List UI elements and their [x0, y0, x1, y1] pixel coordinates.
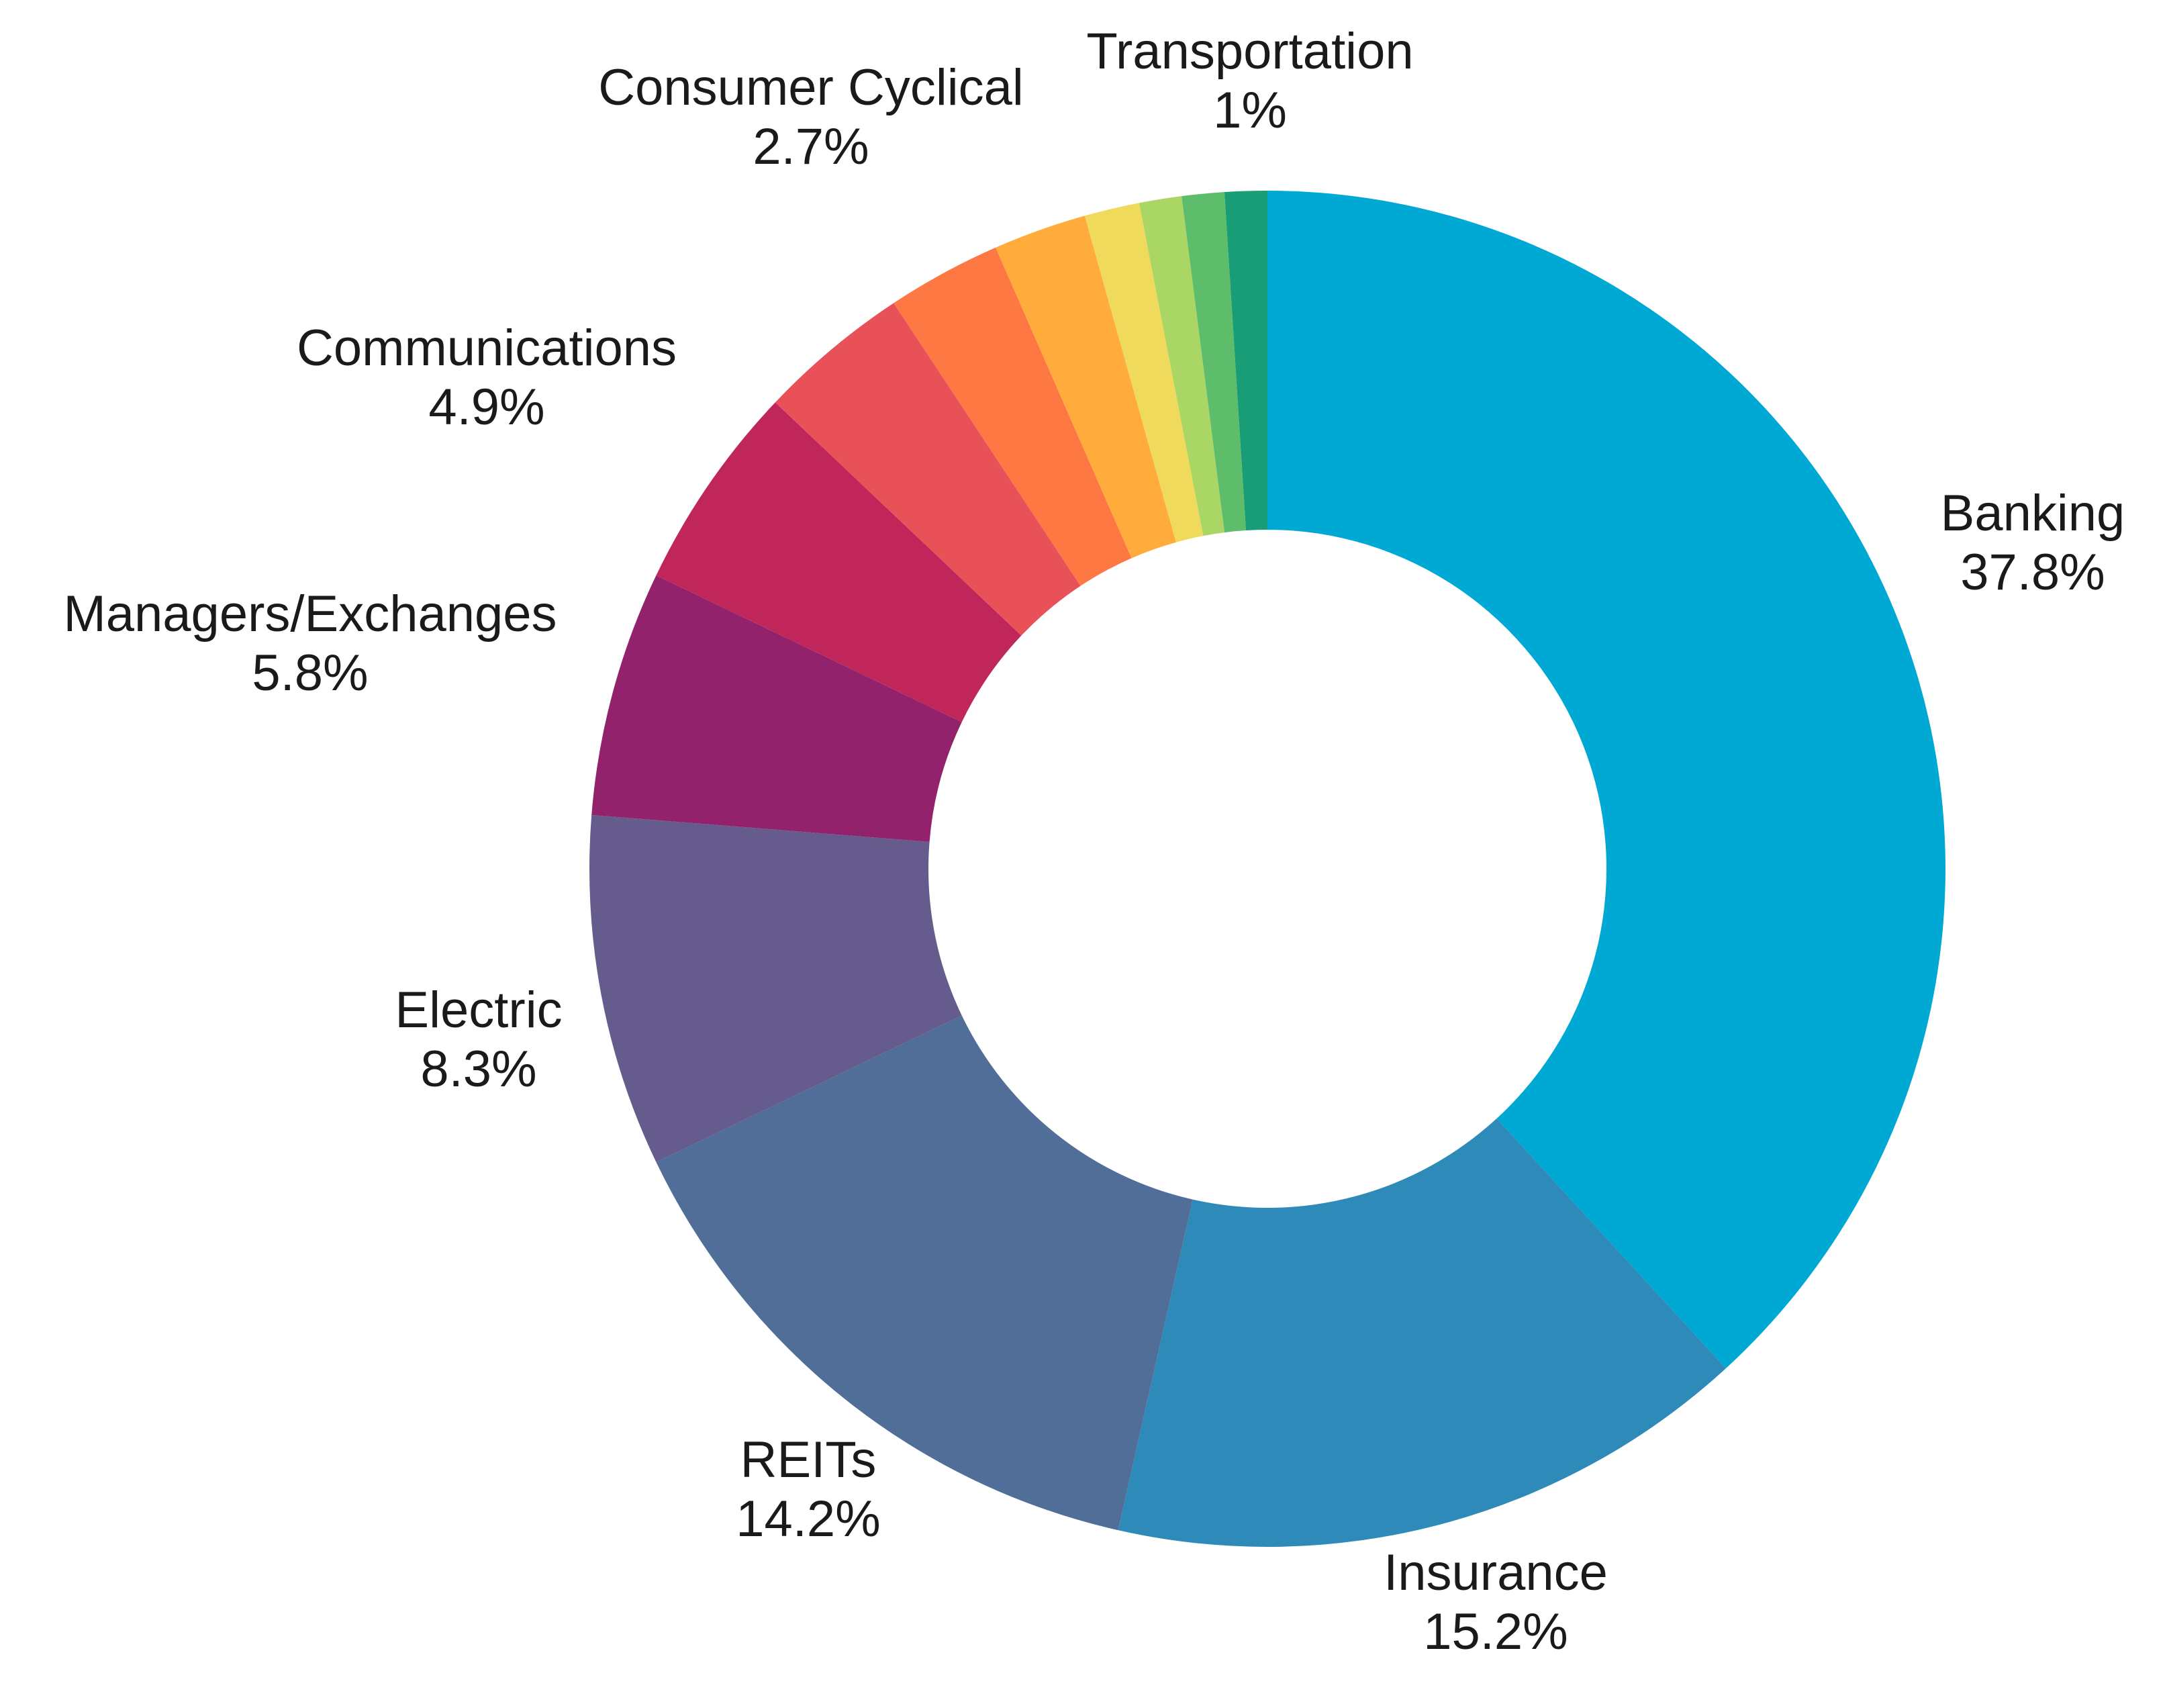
- slice-value-insurance: 15.2%: [1423, 1603, 1568, 1660]
- slice-value-electric: 8.3%: [420, 1041, 536, 1098]
- slice-label-banking: Banking: [1941, 485, 2125, 542]
- slice-communications: [656, 402, 1022, 722]
- slice-value-transportation: 1%: [1213, 82, 1287, 139]
- slices-group: [589, 191, 1946, 1547]
- slice-label-electric: Electric: [395, 982, 562, 1039]
- slice-unlabeled-9: [1084, 203, 1204, 542]
- slice-transportation: [1224, 191, 1267, 531]
- slice-label-consumer-cyclical: Consumer Cyclical: [598, 59, 1024, 116]
- slice-value-banking: 37.8%: [1960, 544, 2105, 601]
- slice-label-transportation: Transportation: [1086, 23, 1413, 80]
- slice-label-communications: Communications: [297, 320, 677, 377]
- slice-banking: [1267, 191, 1946, 1369]
- slice-insurance: [1118, 1119, 1726, 1547]
- slice-label-reits: REITs: [740, 1431, 877, 1488]
- slice-label-managers-exchanges: Managers/Exchanges: [63, 585, 557, 643]
- slice-value-communications: 4.9%: [428, 379, 544, 436]
- slice-unlabeled-11: [1182, 192, 1246, 533]
- slice-managers-exchanges: [591, 575, 962, 842]
- slice-value-consumer-cyclical: 2.7%: [753, 118, 869, 175]
- slice-unlabeled-8: [996, 216, 1176, 559]
- slice-label-insurance: Insurance: [1384, 1544, 1608, 1601]
- slice-value-managers-exchanges: 5.8%: [252, 645, 368, 702]
- slice-electric: [589, 814, 962, 1162]
- slice-value-reits: 14.2%: [736, 1490, 881, 1548]
- slice-unlabeled-10: [1139, 196, 1225, 536]
- slice-reits: [656, 1015, 1193, 1531]
- slice-unlabeled-6: [775, 303, 1081, 636]
- slice-consumer-cyclical: [894, 247, 1132, 586]
